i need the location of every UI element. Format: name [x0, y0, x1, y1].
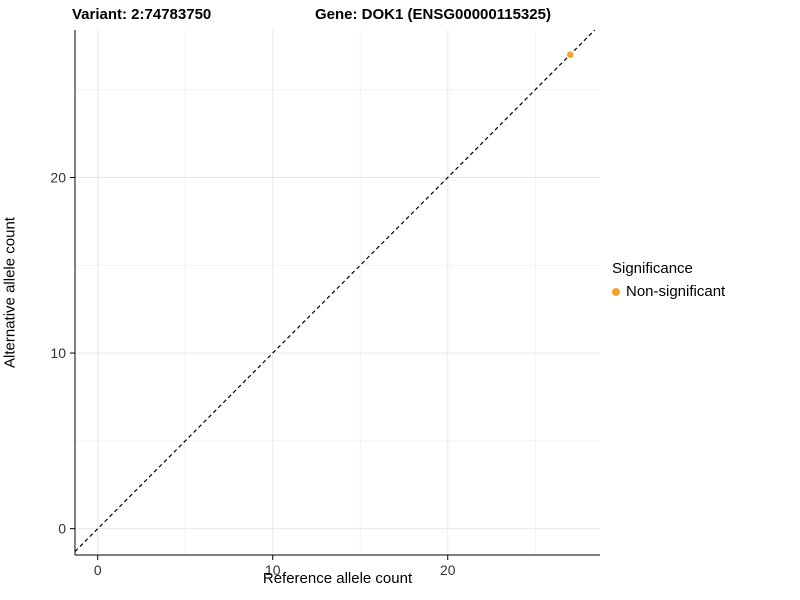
svg-text:10: 10 — [50, 345, 66, 361]
legend-point-icon — [612, 287, 620, 296]
legend-item-label: Non-significant — [626, 283, 726, 300]
svg-text:20: 20 — [50, 169, 66, 185]
svg-text:20: 20 — [440, 562, 456, 578]
legend-item: Non-significant — [612, 283, 725, 300]
gene-title: Gene: DOK1 (ENSG00000115325) — [315, 6, 551, 23]
variant-title: Variant: 2:74783750 — [72, 6, 212, 23]
svg-text:0: 0 — [94, 562, 102, 578]
legend-title: Significance — [612, 260, 693, 277]
svg-text:10: 10 — [265, 562, 281, 578]
y-axis-title: Alternative allele count — [1, 217, 19, 368]
legend: Significance Non-significant — [612, 260, 725, 300]
svg-text:0: 0 — [58, 521, 66, 537]
x-axis-title: Reference allele count — [262, 570, 413, 587]
